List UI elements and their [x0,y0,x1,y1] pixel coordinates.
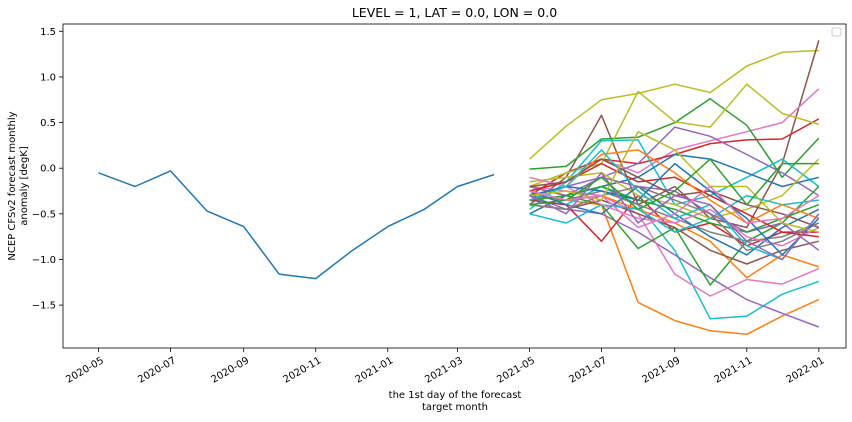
forecast-member-line-32 [529,172,820,261]
x-tick-label: 2020-09 [209,355,251,385]
series-layer [98,40,820,336]
y-tick-label: 0.0 [40,164,56,175]
x-tick-label: 2021-07 [567,355,609,385]
y-tick-label: 1.0 [40,72,56,83]
y-tick-label: 0.5 [40,118,56,129]
x-tick-label: 2021-03 [423,355,465,385]
y-tick-label: −1.0 [32,255,56,266]
y-tick-label: −0.5 [32,209,56,220]
legend-box [831,27,842,37]
forecast-member-line-29 [529,162,820,256]
x-tick-label: 2021-09 [641,355,683,385]
forecast-member-line-1 [528,49,819,160]
forecast-member-line-4 [529,98,820,179]
forecast-member-line-34 [529,185,820,229]
x-tick-label: 2021-11 [713,355,755,385]
x-tick-label: 2020-05 [64,355,106,385]
y-tick-label: 1.5 [40,27,56,38]
x-tick-label: 2021-05 [495,355,537,385]
forecast-member-line-28 [529,185,820,252]
forecast-member-line-30 [529,149,820,261]
y-tick-label: −1.5 [32,301,56,312]
chart-title: LEVEL = 1, LAT = 0.0, LON = 0.0 [352,5,557,20]
forecast-member-line-6 [529,83,820,188]
forecast-member-line-7 [529,126,820,201]
x-tick-label: 2022-01 [785,355,827,385]
observed-series-line [98,170,495,280]
forecast-member-line-31 [529,130,819,233]
forecast-member-line-21 [529,194,819,233]
y-axis-label-line-2: anomaly [degK] [19,146,30,226]
x-tick-label: 2020-07 [136,355,178,385]
forecast-member-line-33 [529,158,819,211]
x-axis-label-line-1: the 1st day of the forecast [389,390,522,401]
x-tick-label: 2021-01 [354,355,396,385]
forecast-member-line-12 [529,194,820,328]
plot-frame [62,23,847,349]
y-axis-label-line-1: NCEP CFSv2 forecast monthly [7,111,18,260]
forecast-member-line-10 [529,194,820,336]
x-axis-label-line-2: target month [422,402,488,413]
x-tick-label: 2020-11 [282,355,324,385]
